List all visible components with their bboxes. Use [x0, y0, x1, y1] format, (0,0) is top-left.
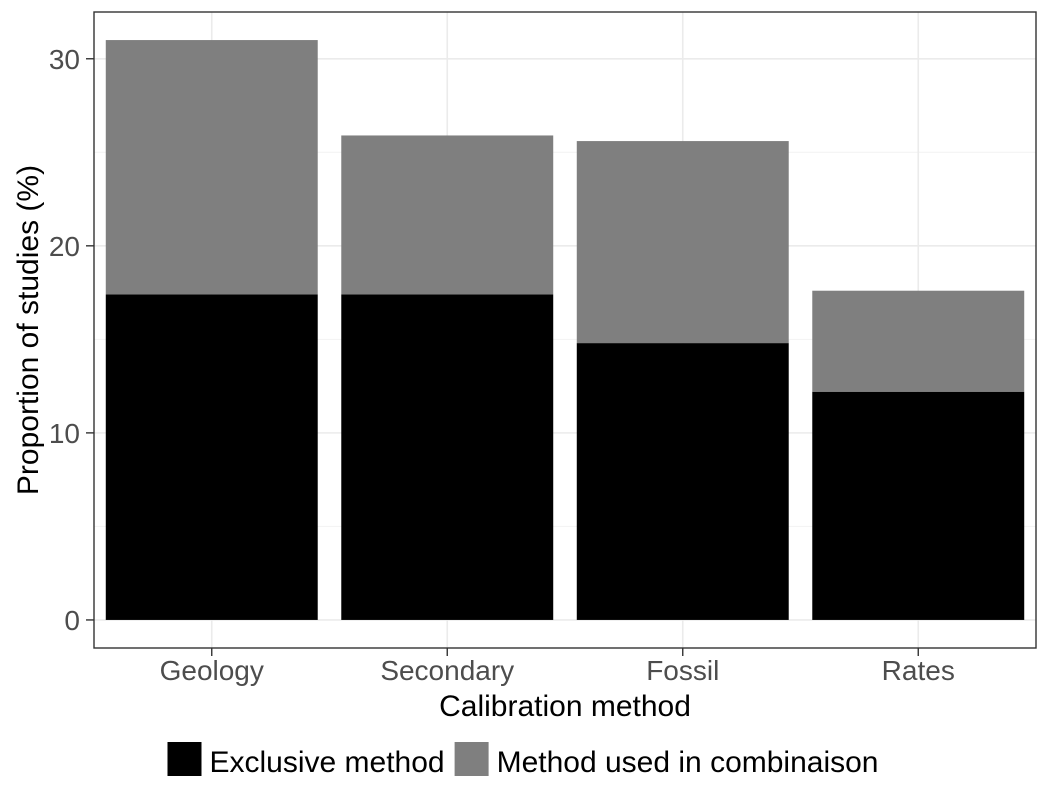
bar-geology-series-1 [105, 294, 318, 620]
y-tick-label: 30 [49, 44, 80, 75]
bar-secondary-series-2 [341, 135, 554, 295]
x-tick-label: Rates [882, 655, 955, 686]
bar-rates-series-2 [812, 290, 1025, 392]
legend-swatch-series-1 [167, 742, 202, 776]
x-axis-title: Calibration method [439, 690, 691, 723]
bars-layer [105, 40, 1025, 620]
y-tick-label: 20 [49, 231, 80, 262]
legend-label-series-2: Method used in combinaison [497, 746, 879, 779]
x-tick-label: Geology [160, 655, 264, 686]
x-tick-label: Fossil [646, 655, 719, 686]
y-tick-label: 10 [49, 418, 80, 449]
bar-rates-series-1 [812, 391, 1025, 620]
panel-border [93, 11, 1037, 649]
legend-label-series-1: Exclusive method [209, 746, 444, 779]
legend-swatch-series-2 [454, 742, 489, 776]
y-tick-label: 0 [64, 605, 80, 636]
y-axis: 0 10 20 30 [49, 44, 94, 636]
bar-fossil-series-2 [576, 141, 789, 344]
bar-secondary-series-1 [341, 294, 554, 620]
y-axis-title: Proportion of studies (%) [12, 165, 45, 495]
bar-fossil-series-1 [576, 343, 789, 620]
legend: Exclusive method Method used in combinais… [167, 742, 879, 779]
x-tick-label: Secondary [380, 655, 514, 686]
x-axis: Geology Secondary Fossil Rates [160, 648, 955, 686]
bar-geology-series-2 [105, 40, 318, 295]
